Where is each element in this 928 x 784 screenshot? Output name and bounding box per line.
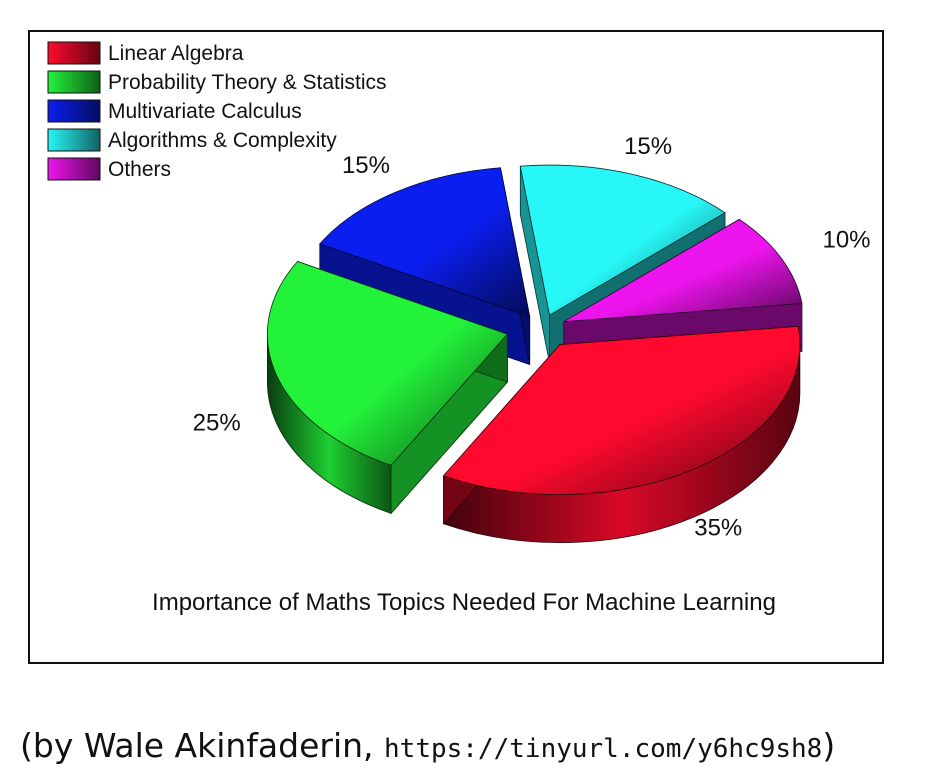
legend-label-probability-theory-and-statistics: Probability Theory & Statistics [108, 71, 387, 94]
chart-title: Importance of Maths Topics Needed For Ma… [152, 589, 776, 616]
legend-item-algorithms-and-complexity: Algorithms & Complexity [47, 128, 337, 152]
legend-swatch-linear-algebra [47, 41, 101, 65]
legend-label-multivariate-calculus: Multivariate Calculus [108, 100, 302, 123]
caption-suffix: ) [822, 726, 836, 765]
legend-item-multivariate-calculus: Multivariate Calculus [47, 99, 302, 123]
legend-item-probability-theory-and-statistics: Probability Theory & Statistics [47, 70, 387, 94]
legend-swatch-probability-theory-and-statistics [47, 70, 101, 94]
slice-top-others [563, 218, 803, 323]
legend-swatch-algorithms-and-complexity [47, 128, 101, 152]
legend-item-others: Others [47, 157, 171, 181]
slice-top-probability-theory-and-statistics [267, 261, 509, 466]
slice-top-linear-algebra [442, 325, 801, 495]
pct-label-others: 10% [822, 226, 870, 253]
legend: Linear Algebra Probability Theory & Stati… [47, 41, 387, 181]
pct-label-algorithms-and-complexity: 15% [624, 133, 672, 160]
legend-item-linear-algebra: Linear Algebra [47, 41, 244, 65]
chart-frame: 15% 15% 10% 25% 35% Linear Algebra Probabilit… [28, 30, 884, 664]
pct-label-multivariate-calculus: 15% [342, 152, 390, 179]
caption-url[interactable]: https://tinyurl.com/y6hc9sh8 [384, 734, 823, 764]
caption: (by Wale Akinfaderin, https://tinyurl.co… [20, 726, 920, 765]
legend-label-others: Others [108, 158, 171, 181]
legend-swatch-others [47, 157, 101, 181]
pct-label-probability-theory-and-statistics: 25% [193, 409, 241, 436]
pie-slice-linear-algebra [442, 325, 801, 543]
slice-top-multivariate-calculus [319, 167, 531, 318]
pie-slice-probability-theory-and-statistics [266, 260, 509, 515]
legend-label-algorithms-and-complexity: Algorithms & Complexity [108, 129, 337, 152]
caption-prefix: (by Wale Akinfaderin, [20, 726, 385, 765]
legend-label-linear-algebra: Linear Algebra [108, 42, 244, 65]
percentage-labels: 15% 15% 10% 25% 35% [193, 133, 871, 541]
pie-chart: 15% 15% 10% 25% 35% Linear Algebra Probabilit… [47, 41, 871, 616]
slice-top-algorithms-and-complexity [519, 164, 726, 316]
legend-swatch-multivariate-calculus [47, 99, 101, 123]
pct-label-linear-algebra: 35% [694, 514, 742, 541]
pie-slices [266, 164, 803, 543]
